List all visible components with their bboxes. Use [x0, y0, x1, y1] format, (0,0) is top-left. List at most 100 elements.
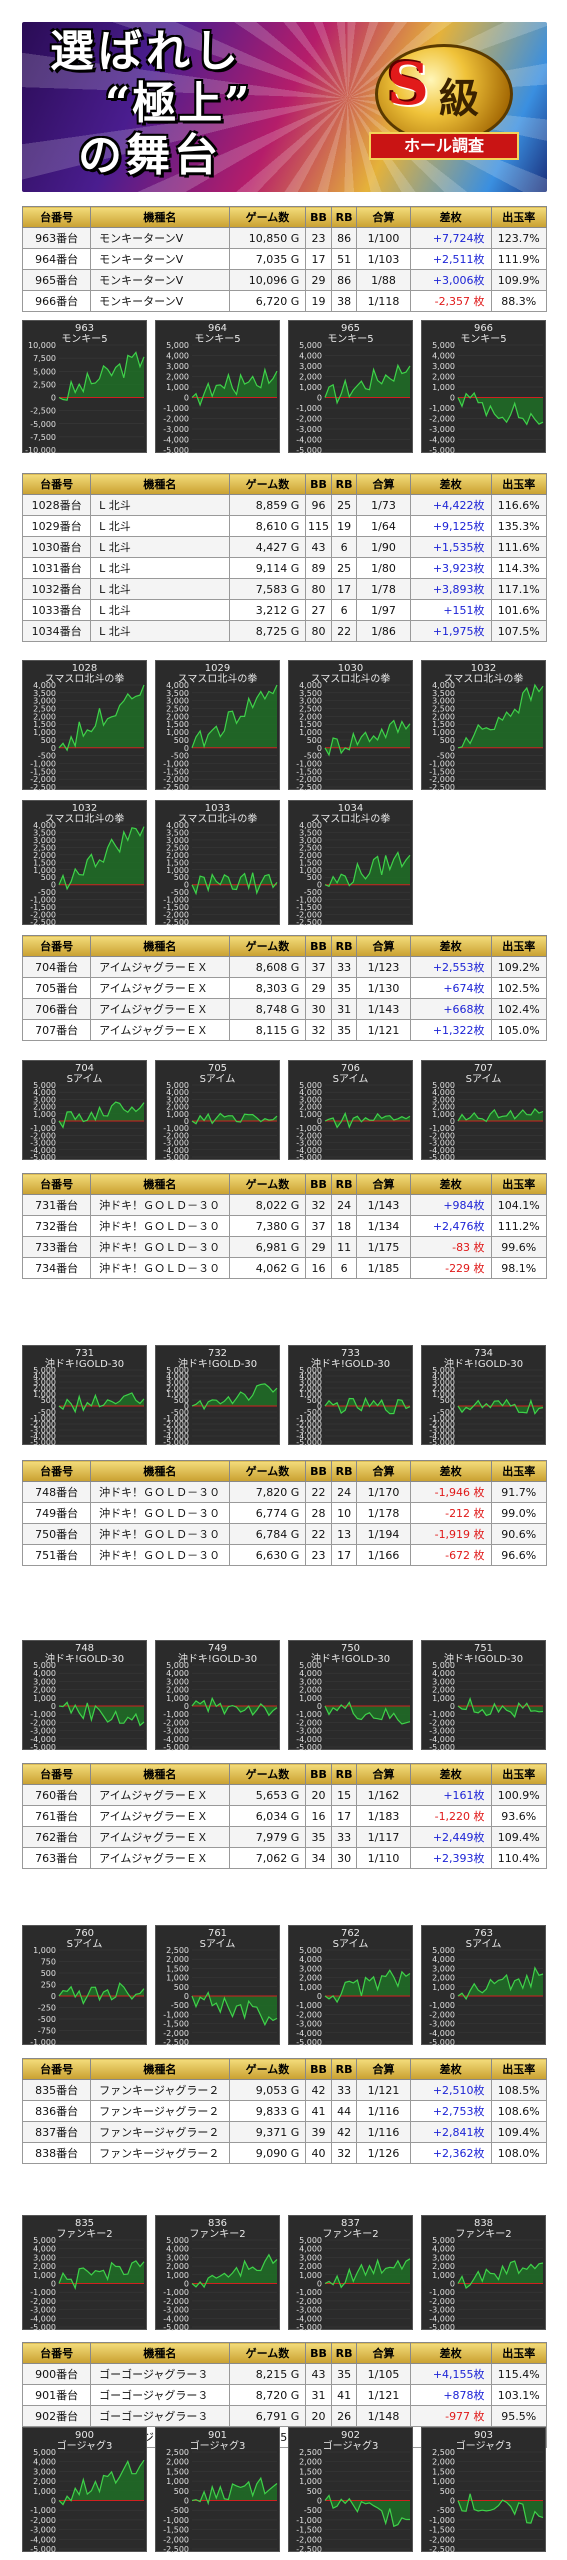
chart-title: 1029 スマスロ北斗の拳 [156, 663, 279, 685]
y-tick-label: -1,000 [163, 1710, 189, 1719]
table-cell: -83 枚 [409, 1236, 492, 1258]
chart-title: 707 Sアイム [422, 1063, 545, 1085]
y-tick-label: 3,500 [432, 689, 455, 698]
y-tick-label: 1,500 [432, 720, 455, 729]
chart-plot: 4,0003,5003,0002,5002,0001,5001,0005000-… [30, 681, 145, 791]
y-tick-label: 4,000 [33, 2458, 56, 2467]
table-cell: 1/121 [356, 1019, 411, 1041]
y-tick-label: 5,000 [299, 2236, 322, 2245]
y-tick-label: -5,000 [296, 446, 322, 454]
table-cell: 965番台 [21, 269, 92, 291]
y-tick-label: 1,000 [166, 728, 189, 737]
table-row: 1028番台 L 北斗 8,859 G 96 25 1/73 +4,422枚 116.6% [21, 494, 548, 516]
chart-plot: 5,0004,0003,0002,0001,0000-1,000-2,000-3… [30, 2236, 145, 2331]
chart-machine-name: 沖ドキ!GOLD-30 [443, 1654, 524, 1665]
y-tick-label: -5,000 [163, 1743, 189, 1751]
y-tick-label: -3,000 [163, 425, 189, 434]
y-tick-label: -2,500 [30, 918, 56, 926]
y-tick-label: -500 [171, 2506, 189, 2515]
table-cell: 31 [330, 998, 358, 1020]
chart-title: 965 モンキー5 [289, 323, 412, 345]
table-cell: 17 [330, 1544, 358, 1566]
y-tick-label: 2,000 [166, 712, 189, 721]
y-tick-label: -5,000 [163, 2323, 189, 2331]
chart-number: 964 [207, 323, 228, 334]
chart-plot: 4,0003,5003,0002,5002,0001,5001,0005000-… [296, 821, 411, 926]
table-cell: 16 [305, 1257, 332, 1279]
y-tick-label: -3,000 [429, 1426, 455, 1435]
y-tick-label: -4,000 [296, 2314, 322, 2323]
y-tick-label: 2,000 [166, 1384, 189, 1393]
table-cell: 4,427 G [228, 536, 307, 558]
y-tick-label: 2,500 [166, 705, 189, 714]
table-cell: 89 [305, 557, 332, 579]
chart-number: 733 [340, 1348, 361, 1359]
y-tick-label: 3,000 [166, 1677, 189, 1686]
table-cell: 1/80 [356, 557, 411, 579]
y-tick-label: -500 [38, 752, 56, 761]
table-cell: +9,125枚 [409, 515, 492, 537]
y-tick-label: 2,000 [299, 1384, 322, 1393]
table-row: 900番台 ゴーゴージャグラー３ 8,215 G 43 35 1/105 +4,155枚 11… [21, 2363, 548, 2385]
y-tick-label: -5,000 [30, 420, 56, 429]
table-cell: 8,610 G [228, 515, 307, 537]
chart-number: 704 [74, 1063, 95, 1074]
y-tick-label: -500 [304, 1408, 322, 1417]
column-header: ゲーム数 [228, 1763, 307, 1785]
y-tick-label: 1,500 [299, 858, 322, 867]
chart-machine-name: モンキー5 [194, 334, 241, 345]
y-tick-label: -4,000 [30, 2314, 56, 2323]
y-tick-label: 3,500 [33, 828, 56, 837]
chart-number: 963 [74, 323, 95, 334]
chart-plot: 4,0003,5003,0002,5002,0001,5001,0005000-… [296, 681, 411, 791]
table-cell: 105.0% [490, 1019, 548, 1041]
column-header: 機種名 [90, 2058, 230, 2080]
y-tick-label: -5,000 [296, 1438, 322, 1446]
slump-chart: 5,000 4,000 3,000 2,000 1,000 0 -1,000 -2,000 -3… [155, 1640, 280, 1751]
table-cell: 1032番台 [21, 578, 92, 600]
chart-machine-name: スマスロ北斗の拳 [177, 674, 258, 685]
y-tick-label: 4,000 [33, 2245, 56, 2254]
y-tick-label: 0 [317, 744, 322, 753]
y-tick-label: -500 [437, 2506, 455, 2515]
column-header: BB [305, 2058, 332, 2080]
y-tick-label: -1,000 [30, 896, 56, 905]
table-cell: 6,630 G [228, 1544, 307, 1566]
y-tick-label: 1,000 [299, 2477, 322, 2486]
table-cell: 沖ドキ！ＧＯＬＤ－３０ [90, 1257, 230, 1279]
table-cell: 1/123 [356, 956, 411, 978]
chart-machine-name: 沖ドキ!GOLD-30 [44, 1359, 125, 1370]
slump-line [324, 851, 411, 888]
chart-title: 835 ファンキー2 [23, 2218, 146, 2240]
y-tick-label: -4,000 [429, 2029, 455, 2038]
y-tick-label: 3,000 [166, 836, 189, 845]
column-header: RB [330, 1763, 358, 1785]
y-tick-label: -1,000 [163, 2288, 189, 2297]
y-tick-label: 3,000 [432, 1378, 455, 1387]
table-cell: 32 [305, 1019, 332, 1041]
slump-chart: 4,000 3,500 3,000 2,500 2,000 1,500 1,000 500 0-… [288, 660, 413, 791]
slump-chart: 5,000 4,000 3,000 2,000 1,000 500 0 -500 -1,000-… [155, 1345, 280, 1446]
slump-chart: 4,000 3,500 3,000 2,500 2,000 1,500 1,000 500 0-… [155, 660, 280, 791]
table-cell: 沖ドキ！ＧＯＬＤ－３０ [90, 1481, 230, 1503]
y-tick-label: 2,000 [299, 1686, 322, 1695]
chart-plot: 5,0004,0003,0002,0001,0000-1,000-2,000-3… [163, 341, 278, 454]
table-cell: 707番台 [21, 1019, 92, 1041]
table-cell: +2,449枚 [409, 1826, 492, 1848]
column-header: 差枚 [409, 2342, 492, 2364]
slump-chart: 10,000 7,500 5,000 2,500 0 -2,500 -5,000 -7,500… [22, 320, 147, 454]
slump-area [59, 826, 144, 889]
column-header: RB [330, 2058, 358, 2080]
table-row: 837番台 ファンキージャグラー２ 9,371 G 39 42 1/116 +2,841枚 1… [21, 2121, 548, 2143]
y-tick-label: 0 [184, 394, 189, 403]
chart-number: 966 [473, 323, 494, 334]
chart-plot: 5,0004,0003,0002,0001,0000-1,000-2,000-3… [429, 1946, 544, 2046]
y-tick-label: 2,000 [33, 851, 56, 860]
chart-machine-name: スマスロ北斗の拳 [177, 814, 258, 825]
y-tick-label: 2,500 [33, 843, 56, 852]
column-header: 出玉率 [490, 473, 548, 495]
y-tick-label: -5,000 [163, 446, 189, 454]
chart-title: 749 沖ドキ!GOLD-30 [156, 1643, 279, 1665]
table-cell: 30 [330, 1847, 358, 1869]
y-tick-label: -3,000 [30, 1426, 56, 1435]
